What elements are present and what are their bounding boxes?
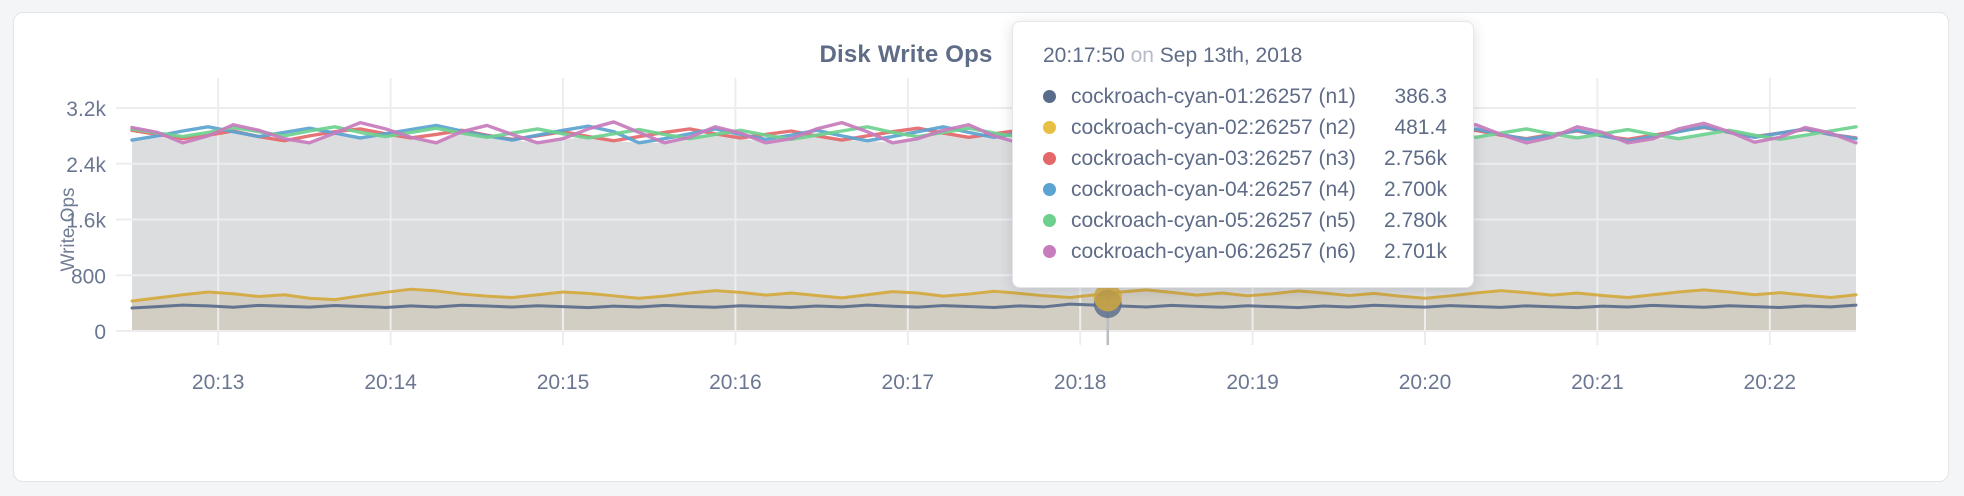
tooltip-on-word: on xyxy=(1130,44,1154,67)
tooltip-series-value: 481.4 xyxy=(1394,115,1447,139)
series-color-dot-icon xyxy=(1043,152,1056,165)
tooltip-series-value: 2.700k xyxy=(1383,177,1447,201)
chart-title-text: Disk Write Ops xyxy=(819,41,993,68)
tooltip-series-label: cockroach-cyan-05:26257 (n5) xyxy=(1071,208,1356,232)
tooltip-date: Sep 13th, 2018 xyxy=(1159,44,1303,67)
tooltip-series-value: 2.756k xyxy=(1383,146,1447,170)
x-tick-label: 20:21 xyxy=(1571,371,1624,394)
series-color-dot-icon xyxy=(1043,214,1056,227)
series-line-n1[interactable] xyxy=(130,302,1858,310)
x-tick-label: 20:19 xyxy=(1226,371,1279,394)
series-color-dot-icon xyxy=(1043,183,1056,196)
tooltip-series-label: cockroach-cyan-04:26257 (n4) xyxy=(1071,177,1356,201)
series-color-dot-icon xyxy=(1043,121,1056,134)
y-tick-label: 1.6k xyxy=(66,210,106,233)
tooltip-series-label: cockroach-cyan-03:26257 (n3) xyxy=(1071,146,1356,170)
tooltip-row: cockroach-cyan-03:26257 (n3) 2.756k xyxy=(1043,143,1447,174)
x-tick-label: 20:18 xyxy=(1054,371,1107,394)
x-tick-label: 20:17 xyxy=(882,371,935,394)
hover-marker-n2 xyxy=(1093,283,1122,312)
tooltip-series-label: cockroach-cyan-02:26257 (n2) xyxy=(1071,115,1356,139)
y-tick-label: 2.4k xyxy=(66,154,106,177)
x-tick-label: 20:14 xyxy=(364,371,417,394)
series-color-dot-icon xyxy=(1043,245,1056,258)
y-tick-label: 3.2k xyxy=(66,98,106,121)
tooltip-row: cockroach-cyan-06:26257 (n6) 2.701k xyxy=(1043,236,1447,267)
tooltip-series-label: cockroach-cyan-01:26257 (n1) xyxy=(1071,84,1356,108)
disk-write-ops-card: Disk Write Ops 3.2k 2.4k 1.6k 800 0 Write Ops… xyxy=(13,12,1949,482)
x-tick-label: 20:16 xyxy=(709,371,762,394)
x-tick-label: 20:20 xyxy=(1399,371,1452,394)
y-tick-label: 800 xyxy=(71,265,106,288)
series-line-n6[interactable] xyxy=(130,118,1858,145)
tooltip-series-value: 2.780k xyxy=(1383,208,1447,232)
x-tick-label: 20:22 xyxy=(1744,371,1797,394)
tooltip-row: cockroach-cyan-01:26257 (n1) 386.3 xyxy=(1043,81,1447,112)
tooltip-series-value: 2.701k xyxy=(1383,239,1447,263)
chart-plot-area[interactable]: 3.2k 2.4k 1.6k 800 0 Write Ops 20:13 20:14 20:15… xyxy=(14,13,1950,481)
series-color-dot-icon xyxy=(1043,90,1056,103)
x-tick-label: 20:13 xyxy=(192,371,245,394)
tooltip-time: 20:17:50 xyxy=(1043,44,1125,67)
series-line-n2[interactable] xyxy=(130,287,1858,303)
tooltip-series-value: 386.3 xyxy=(1394,84,1447,108)
hover-tooltip: 20:17:50 on Sep 13th, 2018 cockroach-cya… xyxy=(1012,21,1474,288)
page-title: Disk Write Ops xyxy=(14,41,1948,69)
tooltip-row: cockroach-cyan-02:26257 (n2) 481.4 xyxy=(1043,112,1447,143)
line-chart[interactable]: 3.2k 2.4k 1.6k 800 0 Write Ops 20:13 20:14 20:15… xyxy=(14,13,1950,481)
tooltip-row: cockroach-cyan-04:26257 (n4) 2.700k xyxy=(1043,174,1447,205)
y-tick-label: 0 xyxy=(94,321,106,344)
x-tick-label: 20:15 xyxy=(537,371,590,394)
tooltip-row: cockroach-cyan-05:26257 (n5) 2.780k xyxy=(1043,205,1447,236)
tooltip-rows: cockroach-cyan-01:26257 (n1) 386.3 cockroa… xyxy=(1043,81,1447,267)
tooltip-header: 20:17:50 on Sep 13th, 2018 xyxy=(1043,44,1447,68)
series-line-n5[interactable] xyxy=(130,122,1858,142)
y-axis-label: Write Ops xyxy=(58,187,79,271)
tooltip-series-label: cockroach-cyan-06:26257 (n6) xyxy=(1071,239,1356,263)
